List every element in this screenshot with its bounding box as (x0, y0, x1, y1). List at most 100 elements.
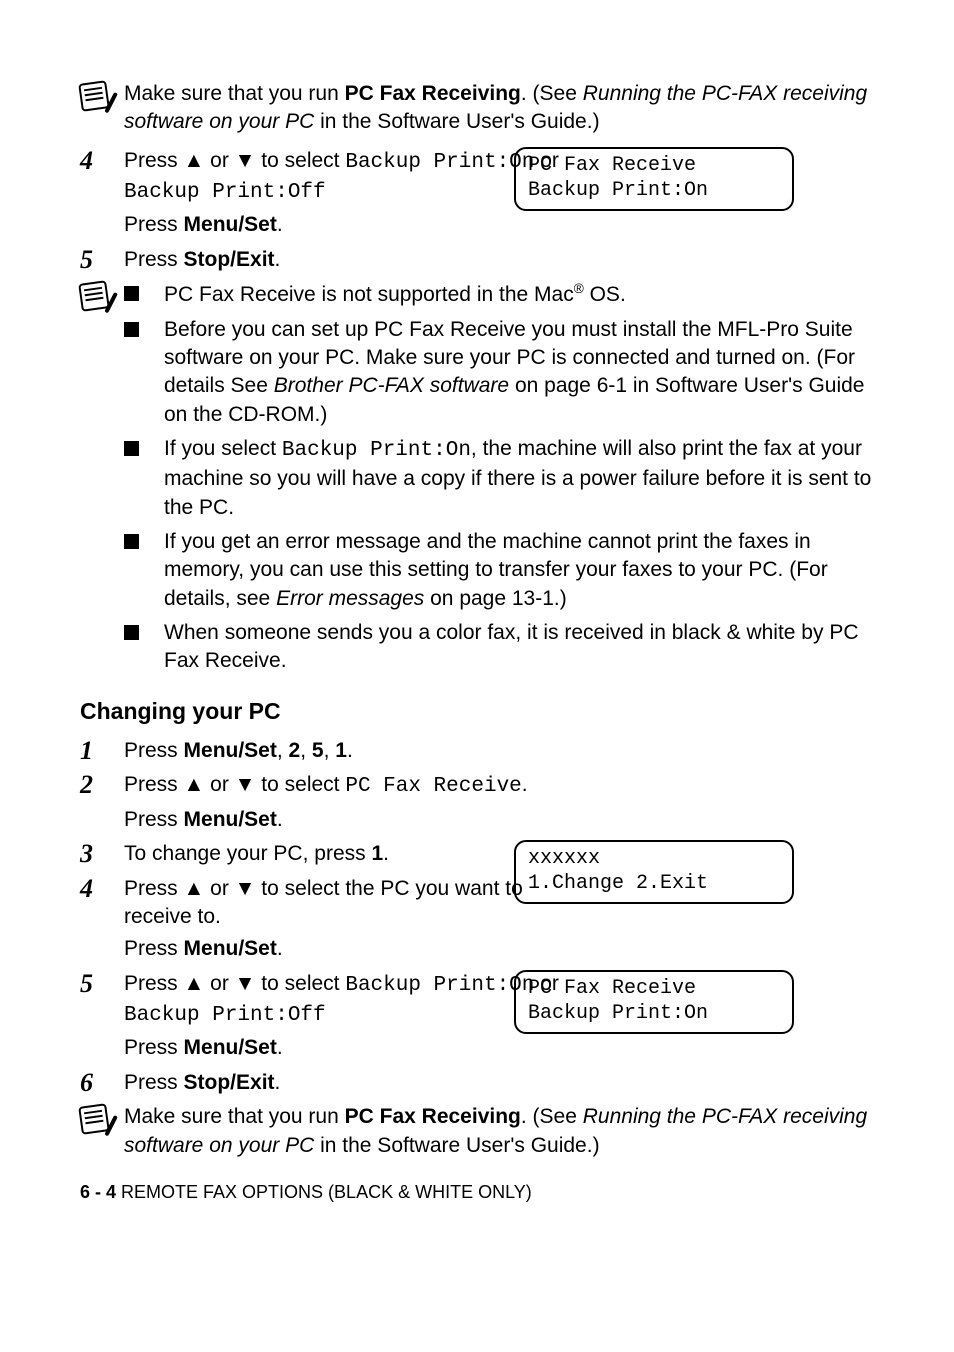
t: Error messages (276, 587, 424, 610)
square-icon (124, 534, 139, 549)
t: . (277, 213, 283, 236)
t: 5 (312, 739, 324, 762)
t: Make sure that you run (124, 1105, 345, 1128)
t: , (324, 739, 336, 762)
t: 2 (289, 739, 301, 762)
t: or (204, 877, 234, 900)
note-text: PC Fax Receive is not supported in the M… (124, 280, 874, 681)
t: to select (255, 972, 345, 995)
t: , (300, 739, 312, 762)
up-arrow-icon: ▲ (184, 149, 205, 172)
note-icon-cell (80, 80, 124, 110)
step-c2: 2 Press ▲ or ▼ to select PC Fax Receive.… (80, 771, 874, 834)
t: Menu/Set (184, 1036, 277, 1059)
note-text: Make sure that you run PC Fax Receiving.… (124, 80, 874, 137)
t: in the Software User's Guide.) (314, 110, 599, 133)
t: To change your PC, press (124, 842, 371, 865)
t: or (204, 149, 234, 172)
mono-text: PC Fax Receive (345, 775, 521, 798)
t: Press (124, 1071, 184, 1094)
up-arrow-icon: ▲ (184, 773, 205, 796)
t: Menu/Set (184, 213, 277, 236)
bullet-marker (124, 528, 164, 557)
square-icon (124, 441, 139, 456)
step-number: 4 (80, 875, 124, 904)
bullet-body: If you select Backup Print:On, the machi… (164, 435, 874, 522)
t: 1 (371, 842, 383, 865)
square-icon (124, 625, 139, 640)
t: Menu/Set (184, 739, 277, 762)
bullet-item: If you get an error message and the mach… (124, 528, 874, 613)
t: Press (124, 1036, 184, 1059)
t: Press (124, 248, 184, 271)
registered-mark: ® (574, 281, 584, 296)
step-number: 6 (80, 1069, 124, 1098)
note-icon (78, 281, 110, 313)
step-body: Press ▲ or ▼ to select PC Fax Receive. P… (124, 771, 874, 834)
t: Press (124, 877, 184, 900)
step-number: 4 (80, 147, 124, 176)
footer-title: REMOTE FAX OPTIONS (BLACK & WHITE ONLY) (116, 1182, 532, 1202)
step-4: 4 Press ▲ or ▼ to select Backup Print:On… (80, 147, 874, 240)
bullet-marker (124, 435, 164, 464)
t: . (347, 739, 353, 762)
bullet-item: If you select Backup Print:On, the machi… (124, 435, 874, 522)
step-c6: 6 Press Stop/Exit. (80, 1069, 874, 1098)
step-number: 5 (80, 970, 124, 999)
note-text: Make sure that you run PC Fax Receiving.… (124, 1103, 874, 1160)
t: . (277, 937, 283, 960)
lcd-line: Backup Print:On (528, 1001, 780, 1026)
t: . (275, 1071, 281, 1094)
step-number: 2 (80, 771, 124, 800)
t: to select (255, 149, 345, 172)
page-number: 6 - 4 (80, 1182, 116, 1202)
lcd-line: Backup Print:On (528, 178, 780, 203)
up-arrow-icon: ▲ (184, 972, 205, 995)
page-footer: 6 - 4 REMOTE FAX OPTIONS (BLACK & WHITE … (80, 1180, 874, 1204)
step-body: Press ▲ or ▼ to select the PC you want t… (124, 875, 874, 964)
t: to select (255, 773, 345, 796)
t: PC Fax Receiving (345, 82, 521, 105)
t: , (277, 739, 289, 762)
down-arrow-icon: ▼ (235, 877, 256, 900)
bullet-item: PC Fax Receive is not supported in the M… (124, 280, 874, 309)
note-icon-cell (80, 280, 124, 310)
mono-text: Backup Print:On (345, 974, 534, 997)
t: Press (124, 213, 184, 236)
t: . (383, 842, 389, 865)
step-c3: 3 To change your PC, press 1. xxxxxx 1.C… (80, 840, 874, 869)
lcd-display-3: PC Fax Receive Backup Print:On (514, 970, 794, 1034)
bullet-body: PC Fax Receive is not supported in the M… (164, 280, 874, 309)
bullet-marker (124, 280, 164, 309)
step-number: 3 (80, 840, 124, 869)
note-block-2: Make sure that you run PC Fax Receiving.… (80, 1103, 874, 1160)
bullet-item: Before you can set up PC Fax Receive you… (124, 316, 874, 429)
note-icon (78, 1104, 110, 1136)
t: in the Software User's Guide.) (314, 1134, 599, 1157)
t: Press (124, 972, 184, 995)
t: . (See (521, 82, 583, 105)
lcd-line: PC Fax Receive (528, 153, 780, 178)
t: on page 13-1.) (424, 587, 566, 610)
t: Press (124, 937, 184, 960)
lcd-display-1: PC Fax Receive Backup Print:On (514, 147, 794, 211)
mono-text: Backup Print:On (282, 439, 471, 462)
step-number: 5 (80, 246, 124, 275)
t: . (522, 773, 528, 796)
t: Stop/Exit (184, 248, 275, 271)
lcd-line: PC Fax Receive (528, 976, 780, 1001)
step-number: 1 (80, 737, 124, 766)
step-body: Press Menu/Set, 2, 5, 1. (124, 737, 874, 765)
step-c1: 1 Press Menu/Set, 2, 5, 1. (80, 737, 874, 766)
t: . (277, 1036, 283, 1059)
square-icon (124, 286, 139, 301)
down-arrow-icon: ▼ (235, 972, 256, 995)
bullet-body: Before you can set up PC Fax Receive you… (164, 316, 874, 429)
note-icon-cell (80, 1103, 124, 1133)
t: Menu/Set (184, 808, 277, 831)
t: Brother PC-FAX software (274, 374, 509, 397)
bullet-item: When someone sends you a color fax, it i… (124, 619, 874, 676)
t: Make sure that you run (124, 82, 345, 105)
t: OS. (584, 283, 626, 306)
step-body: Press Stop/Exit. (124, 246, 874, 274)
